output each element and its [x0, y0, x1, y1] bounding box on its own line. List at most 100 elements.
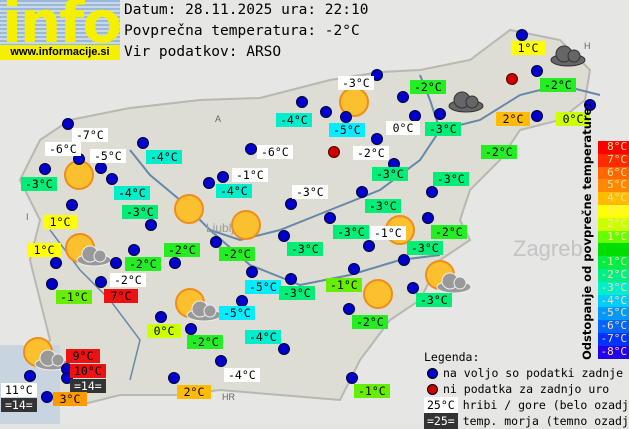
station-dot[interactable]	[398, 254, 410, 266]
station-temp-label: -6°C	[257, 145, 293, 159]
city-zagreb: Zagreb	[513, 236, 583, 261]
cloud-icon	[436, 272, 472, 294]
scale-step: -6°C	[598, 319, 629, 333]
station-dot[interactable]	[324, 212, 336, 224]
station-dot[interactable]	[106, 173, 118, 185]
station-temp-label: -3°C	[21, 177, 57, 191]
station-temp-label: 0°C	[386, 121, 420, 135]
sun-icon	[174, 194, 204, 224]
cloud-icon	[448, 91, 484, 113]
station-temp-label: -3°C	[416, 293, 452, 307]
station-dot-no-data[interactable]	[506, 73, 518, 85]
station-dot[interactable]	[356, 186, 368, 198]
station-temp-label: -1°C	[354, 384, 390, 398]
station-dot[interactable]	[343, 303, 355, 315]
station-dot[interactable]	[50, 257, 62, 269]
legend-dark-sample: =25=	[424, 413, 458, 429]
station-dot[interactable]	[24, 370, 36, 382]
sun-icon	[363, 279, 393, 309]
station-dot[interactable]	[110, 257, 122, 269]
station-temp-label: -2°C	[410, 80, 446, 94]
station-temp-label: 2°C	[496, 112, 530, 126]
station-dot[interactable]	[46, 278, 58, 290]
scale-step: -2°C	[598, 268, 629, 282]
station-dot[interactable]	[434, 108, 446, 120]
cloud-icon	[186, 300, 222, 322]
station-dot[interactable]	[278, 343, 290, 355]
country-italy: I	[26, 212, 29, 222]
date-line: Datum: 28.11.2025 ura: 22:10	[124, 2, 369, 18]
legend-title: Legenda:	[424, 350, 480, 364]
station-dot[interactable]	[137, 137, 149, 149]
station-dot[interactable]	[95, 162, 107, 174]
station-dot[interactable]	[155, 311, 167, 323]
station-dot[interactable]	[185, 323, 197, 335]
station-temp-label: -2°C	[481, 145, 517, 159]
station-dot[interactable]	[168, 372, 180, 384]
sun-icon	[64, 160, 94, 190]
station-dot[interactable]	[66, 199, 78, 211]
station-temp-label: 11°C	[1, 383, 37, 397]
station-dot[interactable]	[203, 177, 215, 189]
cloud-icon	[34, 349, 70, 371]
cloud-icon	[76, 245, 112, 267]
station-temp-label: -2°C	[164, 243, 200, 257]
station-temp-label: 2°C	[177, 385, 211, 399]
station-temp-label: -2°C	[187, 335, 223, 349]
station-dot[interactable]	[210, 236, 222, 248]
station-dot[interactable]	[169, 257, 181, 269]
scale-step: 7°C	[598, 153, 629, 167]
station-dot[interactable]	[320, 106, 332, 118]
sea-temp-label: =14=	[1, 398, 37, 412]
station-dot[interactable]	[95, 276, 107, 288]
scale-step: 6°C	[598, 166, 629, 180]
scale-step: 5°C	[598, 179, 629, 193]
station-dot[interactable]	[397, 91, 409, 103]
station-temp-label: 1°C	[43, 215, 77, 229]
station-temp-label: -1°C	[370, 226, 406, 240]
station-dot[interactable]	[371, 133, 383, 145]
station-dot[interactable]	[531, 110, 543, 122]
station-dot[interactable]	[145, 219, 157, 231]
logo-url[interactable]: www.informacije.si	[0, 45, 120, 60]
station-dot[interactable]	[407, 282, 419, 294]
station-dot[interactable]	[516, 29, 528, 41]
station-temp-label: -3°C	[407, 241, 443, 255]
station-dot[interactable]	[41, 391, 53, 403]
legend-dark: temp. morja (temno ozadje)	[462, 414, 629, 428]
station-dot[interactable]	[285, 273, 297, 285]
station-dot[interactable]	[340, 111, 352, 123]
station-dot[interactable]	[39, 163, 51, 175]
station-dot-no-data[interactable]	[328, 146, 340, 158]
station-temp-label: -4°C	[224, 368, 260, 382]
station-temp-label: -3°C	[287, 242, 323, 256]
station-dot[interactable]	[217, 171, 229, 183]
station-dot[interactable]	[285, 198, 297, 210]
scale-title: Odstopanje od povprečne temperature:	[580, 103, 594, 360]
station-dot[interactable]	[128, 244, 140, 256]
station-dot[interactable]	[215, 355, 227, 367]
station-dot[interactable]	[371, 69, 383, 81]
station-dot[interactable]	[62, 118, 74, 130]
scale-step: -3°C	[598, 281, 629, 295]
station-temp-label: -1°C	[326, 278, 362, 292]
station-dot[interactable]	[346, 372, 358, 384]
station-temp-label: -2°C	[353, 146, 389, 160]
station-dot[interactable]	[584, 99, 596, 111]
station-dot[interactable]	[296, 96, 308, 108]
station-temp-label: -3°C	[425, 122, 461, 136]
station-dot[interactable]	[245, 143, 257, 155]
station-temp-label: -2°C	[125, 257, 161, 271]
station-dot[interactable]	[348, 263, 360, 275]
station-dot[interactable]	[422, 212, 434, 224]
station-temp-label: -1°C	[232, 168, 268, 182]
station-temp-label: -4°C	[114, 186, 150, 200]
cloud-icon	[550, 45, 586, 67]
logo[interactable]: info www.informacije.si	[0, 0, 122, 60]
country-croatia: HR	[222, 392, 235, 402]
station-dot[interactable]	[531, 65, 543, 77]
station-dot[interactable]	[426, 186, 438, 198]
station-dot[interactable]	[246, 266, 258, 278]
station-dot[interactable]	[278, 230, 290, 242]
station-dot[interactable]	[363, 240, 375, 252]
